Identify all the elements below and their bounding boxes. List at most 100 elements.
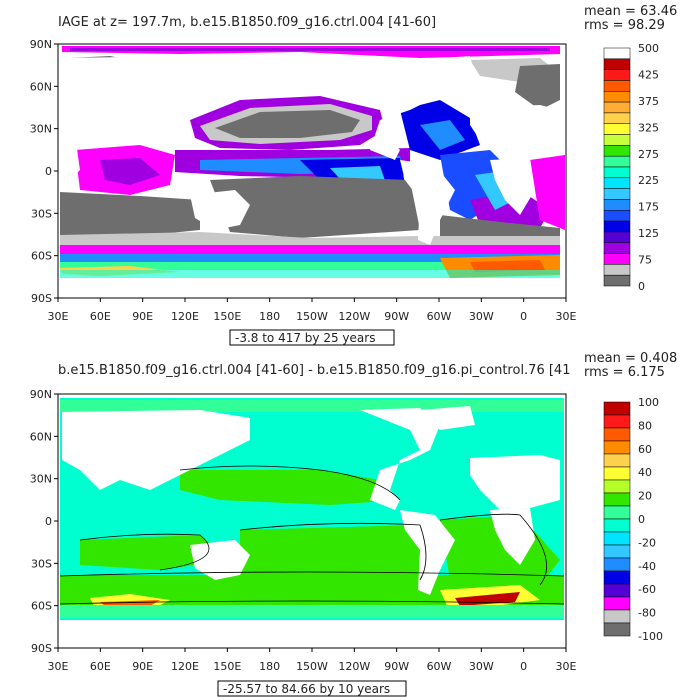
panel-2-land-antarctica bbox=[60, 620, 564, 646]
colorbar-swatch bbox=[603, 557, 631, 572]
lon-tick-label: 30W bbox=[469, 660, 494, 673]
colorbar-swatch bbox=[603, 123, 631, 135]
panel-2-land-north-america bbox=[360, 408, 440, 510]
lat-tick-label: 60N bbox=[30, 430, 52, 443]
panel-2-range-label: -25.57 to 84.66 by 10 years bbox=[223, 682, 390, 696]
lon-tick-label: 30W bbox=[469, 310, 494, 323]
colorbar-swatch bbox=[603, 414, 631, 429]
colorbar-swatch bbox=[603, 231, 631, 243]
lon-tick-label: 120W bbox=[338, 310, 370, 323]
panel-1-lon-axis: 30E 60E 90E 120E 150E 180 150W 120W 90W 60W 30W 0 30… bbox=[48, 298, 577, 323]
panel-2-arctic-green bbox=[60, 400, 564, 412]
lon-tick-label: 120W bbox=[338, 660, 370, 673]
panel-1-land-eurasia bbox=[62, 56, 250, 140]
panel-1-map bbox=[57, 43, 567, 299]
panel-1-mean: mean = 63.46 bbox=[584, 4, 677, 19]
lat-tick-label: 30S bbox=[31, 207, 52, 220]
lon-tick-label: 90W bbox=[384, 660, 409, 673]
lat-tick-label: 30S bbox=[31, 557, 52, 570]
panel-1: IAGE at z= 197.7m, b.e15.B1850.f09_g16.c… bbox=[30, 4, 677, 346]
lon-tick-label: 60E bbox=[90, 310, 111, 323]
colorbar-swatch bbox=[603, 242, 631, 254]
panel-1-land-antarctica bbox=[60, 280, 560, 298]
lon-tick-label: 60W bbox=[427, 660, 452, 673]
colorbar-swatch bbox=[603, 210, 631, 222]
panel-1-sio-grey bbox=[60, 192, 200, 238]
lat-tick-label: 90N bbox=[30, 388, 52, 401]
colorbar-swatch bbox=[603, 531, 631, 546]
colorbar-label: 75 bbox=[638, 254, 652, 267]
panel-2-land-australia bbox=[190, 540, 250, 580]
lon-tick-label: 30E bbox=[556, 310, 577, 323]
colorbar-label: 0 bbox=[638, 513, 645, 526]
panel-1-colorbar: 500 425 375 325 275 225 175 125 75 0 bbox=[603, 42, 659, 293]
colorbar-swatch bbox=[603, 220, 631, 233]
colorbar-label: 425 bbox=[638, 68, 659, 81]
panel-1-land-africa-north bbox=[470, 105, 560, 160]
panel-2-spac-green bbox=[240, 525, 430, 590]
panel-2-so-red-w bbox=[100, 600, 160, 606]
colorbar-label: 125 bbox=[638, 227, 659, 240]
lat-tick-label: 60S bbox=[31, 250, 52, 263]
colorbar-swatch bbox=[603, 253, 631, 265]
panel-1-range-label: -3.8 to 417 by 25 years bbox=[235, 331, 375, 345]
colorbar-label: 40 bbox=[638, 466, 652, 479]
panel-1-natl-lightblue bbox=[420, 120, 465, 150]
panel-2-land-africa-north bbox=[470, 455, 560, 510]
colorbar-swatch bbox=[603, 427, 631, 442]
panel-2-land-greenland bbox=[420, 406, 475, 430]
panel-2: b.e15.B1850.f09_g16.ctrl.004 [41-60] - b… bbox=[30, 351, 677, 697]
panel-2-rms: rms = 6.175 bbox=[584, 365, 665, 380]
panel-2-contour-npac bbox=[179, 465, 401, 501]
colorbar-label: -20 bbox=[638, 536, 656, 549]
lat-tick-label: 60S bbox=[31, 600, 52, 613]
panel-2-land-south-america bbox=[400, 510, 455, 595]
lat-tick-label: 0 bbox=[45, 515, 52, 528]
colorbar-swatch bbox=[603, 101, 631, 114]
colorbar-swatch bbox=[603, 199, 631, 211]
lat-tick-label: 90N bbox=[30, 38, 52, 51]
colorbar-label: 100 bbox=[638, 396, 659, 409]
colorbar-label: 175 bbox=[638, 201, 659, 214]
lat-tick-label: 30N bbox=[30, 473, 52, 486]
panel-1-satl-grey bbox=[440, 215, 560, 238]
panel-1-land bbox=[60, 56, 560, 298]
lon-tick-label: 90W bbox=[384, 310, 409, 323]
colorbar-label: 0 bbox=[638, 280, 645, 293]
colorbar-label: -40 bbox=[638, 560, 656, 573]
colorbar-swatch bbox=[603, 401, 631, 416]
lon-tick-label: 120E bbox=[171, 660, 199, 673]
panel-1-land-africa-west bbox=[60, 135, 80, 180]
panel-2-so-lightgreen bbox=[60, 605, 564, 618]
colorbar-swatch bbox=[603, 80, 631, 92]
colorbar-label: 375 bbox=[638, 95, 659, 108]
panel-2-land bbox=[60, 406, 564, 646]
panel-1-lat-axis: 90N 60N 30N 0 30S 60S 90S bbox=[30, 38, 58, 305]
panel-2-lon-axis: 30E 60E 90E 120E 150E 180 150W 120W 90W 60W 30W 0 30… bbox=[48, 648, 577, 673]
colorbar-swatch bbox=[603, 518, 631, 533]
colorbar-swatch bbox=[603, 134, 631, 146]
lon-tick-label: 30E bbox=[48, 310, 69, 323]
panel-1-land-australia bbox=[190, 190, 250, 230]
lon-tick-label: 150E bbox=[213, 310, 241, 323]
lon-tick-label: 0 bbox=[520, 310, 527, 323]
panel-2-contours bbox=[59, 465, 565, 605]
colorbar-swatch bbox=[603, 69, 631, 81]
lat-tick-label: 60N bbox=[30, 80, 52, 93]
lon-tick-label: 120E bbox=[171, 310, 199, 323]
lon-tick-label: 180 bbox=[259, 660, 280, 673]
colorbar-swatch bbox=[603, 453, 631, 468]
colorbar-swatch bbox=[603, 609, 631, 624]
lon-tick-label: 60W bbox=[427, 310, 452, 323]
panel-1-land-africa-south bbox=[490, 158, 535, 215]
panel-2-land-eurasia bbox=[62, 410, 250, 490]
panel-2-mean: mean = 0.408 bbox=[584, 351, 677, 366]
colorbar-swatch bbox=[603, 155, 631, 168]
panel-2-title: b.e15.B1850.f09_g16.ctrl.004 [41-60] - b… bbox=[58, 363, 570, 378]
lat-tick-label: 90S bbox=[31, 292, 52, 305]
colorbar-label: 275 bbox=[638, 148, 659, 161]
colorbar-swatch bbox=[603, 466, 631, 481]
colorbar-swatch bbox=[603, 583, 631, 598]
lon-tick-label: 30E bbox=[48, 660, 69, 673]
